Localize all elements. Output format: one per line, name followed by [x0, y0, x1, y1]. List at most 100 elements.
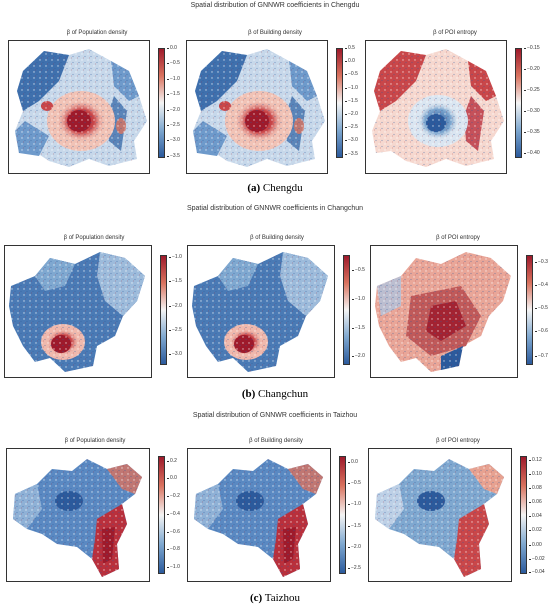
- caption-name: Changchun: [258, 388, 309, 400]
- chengdu-population-panel: β of Population density 0.0 −0.5 −1.0 −1…: [8, 30, 186, 174]
- panel-title: β of Building density: [248, 30, 302, 36]
- map-frame: [187, 245, 335, 378]
- tick-label: −3.5: [345, 150, 358, 157]
- panel-title: β of Building density: [250, 235, 304, 241]
- figure-a-caption: (a) Chengdu: [0, 182, 550, 194]
- figure-b-title: Spatial distribution of GNNWR coefficien…: [186, 205, 364, 212]
- tick-label: −3.0: [167, 137, 180, 144]
- map-frame: [186, 40, 328, 174]
- tick-label: −3.0: [345, 137, 358, 144]
- tick-label: −1.5: [169, 278, 182, 285]
- figure-b-caption: (b) Changchun: [0, 388, 550, 400]
- colorbar: [520, 456, 527, 574]
- tick-label: −0.4: [167, 510, 180, 517]
- tick-label: 0.0: [345, 58, 355, 65]
- tick-label: −0.3: [535, 258, 548, 265]
- panel-title: β of POI entropy: [433, 30, 477, 36]
- colorbar: [160, 255, 167, 365]
- caption-letter: (b): [241, 388, 256, 400]
- taizhou-map: [7, 449, 150, 582]
- tick-label: −1.0: [345, 84, 358, 91]
- tick-label: −1.0: [167, 563, 180, 570]
- tick-label: −0.5: [348, 480, 361, 487]
- changchun-map: [5, 246, 152, 378]
- colorbar-ticks: −0.5 −1.0 −1.5 −2.0: [352, 255, 375, 365]
- taizhou-poi-map: [369, 449, 512, 582]
- panel-title: β of Population density: [63, 235, 125, 241]
- taizhou-building-panel: β of Building density 0.0 −0.5 −1.0 −1.5…: [187, 438, 365, 582]
- chengdu-poi-map: [366, 41, 507, 174]
- tick-label: −1.0: [352, 296, 365, 302]
- figure-c-caption: (c) Taizhou: [0, 592, 550, 604]
- tick-label: −2.0: [345, 111, 358, 117]
- tick-label: −0.25: [524, 86, 540, 93]
- tick-label: −1.5: [345, 97, 358, 104]
- tick-label: 0.0: [167, 45, 177, 51]
- tick-label: −1.5: [348, 522, 361, 529]
- taizhou-map: [188, 449, 331, 582]
- tick-label: −2.5: [167, 122, 180, 128]
- tick-label: −1.0: [169, 254, 182, 261]
- colorbar-ticks: 0.5 0.0 −0.5 −1.0 −1.5 −2.0 −2.5 −3.0 −3…: [345, 45, 368, 158]
- tick-label: −0.15: [524, 45, 540, 51]
- tick-label: −0.7: [535, 353, 548, 360]
- chengdu-poi-panel: β of POI entropy −0.15 −0.20 −0.25 −0.30…: [365, 30, 545, 174]
- tick-label: −0.20: [524, 65, 540, 72]
- caption-name: Taizhou: [264, 592, 301, 604]
- taizhou-poi-panel: β of POI entropy 0.12 0.10 0.08 0.06 0.0…: [368, 438, 548, 582]
- tick-label: −0.04: [529, 568, 545, 575]
- colorbar: [515, 48, 522, 158]
- map-frame: [6, 448, 150, 582]
- tick-label: 0.08: [529, 484, 542, 491]
- tick-label: −0.5: [345, 71, 358, 78]
- tick-label: −0.4: [535, 281, 548, 288]
- colorbar-ticks: 0.2 0.0 −0.2 −0.4 −0.6 −0.8 −1.0: [167, 456, 190, 574]
- changchun-map: [188, 246, 335, 378]
- caption-letter: (a): [247, 182, 261, 194]
- colorbar-ticks: −0.15 −0.20 −0.25 −0.30 −0.35 −0.40: [524, 45, 549, 158]
- changchun-population-panel: β of Population density −1.0 −1.5 −2.0 −…: [4, 235, 184, 378]
- panel-title: β of Population density: [64, 438, 126, 444]
- tick-label: −2.0: [348, 543, 361, 550]
- tick-label: −1.0: [167, 75, 180, 82]
- changchun-poi-panel: β of POI entropy −0.3 −0.4 −0.5 −0.6 −0.…: [370, 235, 548, 378]
- figure-c-title: Spatial distribution of GNNWR coefficien…: [192, 412, 358, 419]
- chengdu-map: [187, 41, 328, 174]
- tick-label: 0.2: [167, 457, 177, 464]
- tick-label: −2.0: [167, 106, 180, 113]
- map-frame: [187, 448, 331, 582]
- changchun-building-panel: β of Building density −0.5 −1.0 −1.5 −2.…: [187, 235, 367, 378]
- tick-label: −0.5: [352, 267, 365, 274]
- tick-label: 0.12: [529, 456, 542, 463]
- taizhou-population-panel: β of Population density 0.2 0.0 −0.2 −0.…: [6, 438, 184, 582]
- colorbar: [336, 48, 343, 158]
- tick-label: −0.40: [524, 149, 540, 156]
- chengdu-map: [9, 41, 150, 174]
- tick-label: −2.5: [348, 565, 361, 572]
- tick-label: 0.10: [529, 470, 542, 477]
- colorbar-ticks: −0.3 −0.4 −0.5 −0.6 −0.7: [535, 255, 550, 365]
- tick-label: −2.0: [352, 353, 365, 360]
- tick-label: 0.00: [529, 541, 542, 548]
- tick-label: −0.35: [524, 128, 540, 135]
- tick-label: 0.06: [529, 499, 542, 506]
- colorbar: [339, 456, 346, 574]
- tick-label: −0.5: [167, 60, 180, 67]
- map-frame: [368, 448, 512, 582]
- colorbar: [526, 255, 533, 365]
- tick-label: 0.02: [529, 527, 542, 534]
- tick-label: −0.5: [535, 304, 548, 311]
- tick-label: 0.5: [345, 45, 355, 51]
- panel-title: β of POI entropy: [436, 438, 480, 444]
- tick-label: −1.0: [348, 501, 361, 508]
- colorbar-ticks: 0.0 −0.5 −1.0 −1.5 −2.0 −2.5 −3.0 −3.5: [167, 45, 190, 159]
- tick-label: −3.0: [169, 351, 182, 357]
- panel-title: β of Building density: [249, 438, 303, 444]
- map-frame: [370, 245, 518, 378]
- panel-title: β of Population density: [66, 30, 128, 36]
- colorbar: [158, 48, 165, 158]
- figure-a-title: Spatial distribution of GNNWR coefficien…: [190, 2, 360, 9]
- tick-label: −0.2: [167, 493, 180, 500]
- tick-label: 0.0: [167, 475, 177, 482]
- tick-label: −1.5: [352, 324, 365, 331]
